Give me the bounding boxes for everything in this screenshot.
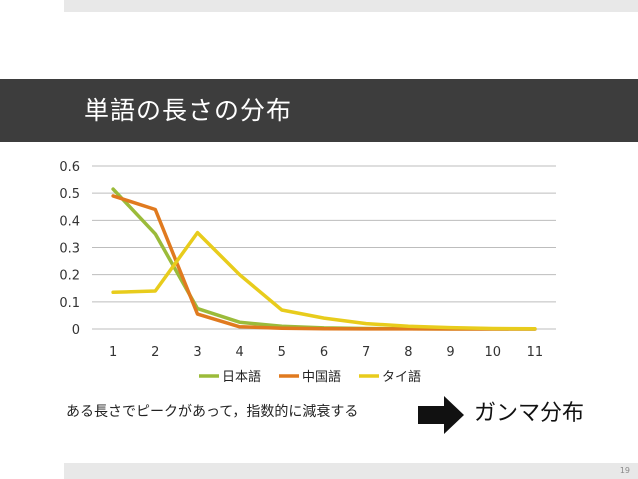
x-tick-label: 4 xyxy=(235,345,243,360)
legend-label: 中国語 xyxy=(302,369,341,385)
y-tick-label: 0 xyxy=(72,323,80,338)
x-tick-label: 1 xyxy=(109,345,117,360)
right-arrow-icon xyxy=(418,396,464,434)
x-tick-label: 7 xyxy=(362,345,370,360)
result-label: ガンマ分布 xyxy=(474,401,585,426)
series-line xyxy=(111,230,537,331)
slide-title: 単語の長さの分布 xyxy=(84,96,293,125)
title-band: 単語の長さの分布 xyxy=(0,79,638,142)
legend-label: タイ語 xyxy=(382,369,421,385)
bottom-decor-bar: 19 xyxy=(64,463,638,479)
page-number: 19 xyxy=(619,466,630,475)
y-tick-label: 0.3 xyxy=(59,242,80,257)
x-tick-label: 2 xyxy=(151,345,159,360)
x-tick-label: 9 xyxy=(446,345,454,360)
legend-label: 日本語 xyxy=(222,369,261,385)
x-tick-label: 6 xyxy=(320,345,328,360)
x-tick-label: 3 xyxy=(193,345,201,360)
slide-caption: ある長さでピークがあって，指数的に減衰する xyxy=(66,404,359,420)
top-decor-bar xyxy=(64,0,638,12)
x-tick-label: 5 xyxy=(278,345,286,360)
x-tick-label: 10 xyxy=(484,345,501,360)
x-tick-label: 11 xyxy=(527,345,544,360)
line-chart: 0 0.1 0.2 0.3 0.4 0.5 0.6 1 2 3 4 5 6 7 8 9 10 11 日本語 中国語 タイ… xyxy=(59,160,556,385)
y-tick-label: 0.6 xyxy=(59,160,80,175)
y-tick-label: 0.2 xyxy=(59,269,80,284)
y-tick-label: 0.1 xyxy=(59,296,80,311)
x-tick-label: 8 xyxy=(404,345,412,360)
y-tick-label: 0.5 xyxy=(59,187,80,202)
y-tick-label: 0.4 xyxy=(59,214,80,229)
